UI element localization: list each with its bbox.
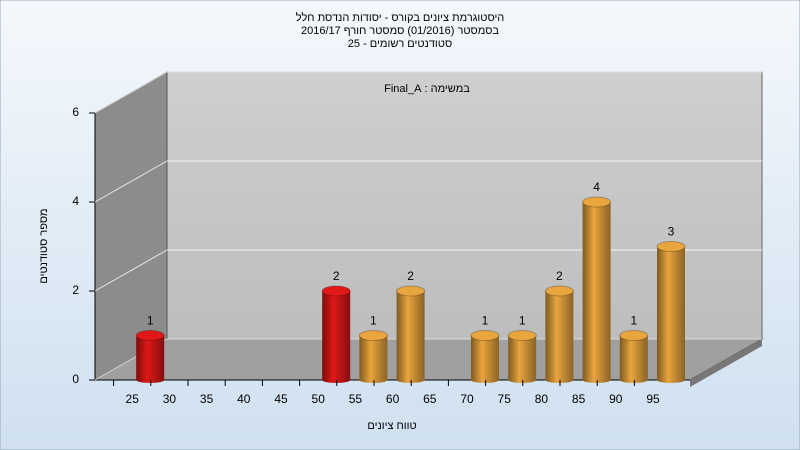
bar-cap xyxy=(582,196,612,208)
bar xyxy=(545,291,574,380)
value-label: 2 xyxy=(407,269,414,283)
bar-base xyxy=(471,377,499,383)
x-tick-label: 65 xyxy=(423,392,437,406)
bar xyxy=(471,335,499,380)
x-tick-label: 35 xyxy=(200,392,214,406)
x-tick-label: 80 xyxy=(535,392,549,406)
value-label: 1 xyxy=(147,314,154,328)
y-tick-label: 2 xyxy=(72,283,79,297)
value-label: 1 xyxy=(370,314,377,328)
x-tick-label: 45 xyxy=(274,392,288,406)
bar-cap xyxy=(135,330,165,341)
x-tick-label: 60 xyxy=(386,392,400,406)
bar xyxy=(657,246,685,380)
bar-cap xyxy=(544,285,574,297)
x-tick-label: 25 xyxy=(126,392,140,406)
bar-base xyxy=(582,377,611,383)
value-label: 3 xyxy=(668,225,675,239)
bar-cap xyxy=(507,330,537,341)
value-label: 1 xyxy=(482,314,489,328)
chart-title: סטודנטים רשומים - 25 xyxy=(348,38,452,50)
subtitle: במשימה : Final_A xyxy=(384,83,470,95)
bar-cap xyxy=(396,285,426,297)
x-tick-label: 55 xyxy=(349,392,363,406)
x-tick-label: 85 xyxy=(572,392,586,406)
x-tick-label: 50 xyxy=(312,392,326,406)
bar xyxy=(136,335,165,380)
bar-cap xyxy=(470,330,500,341)
y-tick-label: 4 xyxy=(72,194,79,208)
y-tick-label: 6 xyxy=(72,105,79,119)
x-axis-label: טווח ציונים xyxy=(367,420,416,432)
grid-line xyxy=(94,160,168,203)
y-tick-label: 0 xyxy=(72,372,79,386)
bar xyxy=(619,335,648,380)
bar xyxy=(396,291,425,380)
bar-cap xyxy=(321,285,351,297)
grid-line xyxy=(94,249,168,292)
x-tick-label: 40 xyxy=(237,392,251,406)
bar-base xyxy=(136,377,165,383)
value-label: 1 xyxy=(519,314,526,328)
x-tick-label: 70 xyxy=(460,392,474,406)
bar xyxy=(582,202,611,380)
value-label: 2 xyxy=(333,269,340,283)
value-label: 1 xyxy=(630,314,637,328)
bar-base xyxy=(396,377,425,383)
bar-cap xyxy=(358,330,388,341)
chart-title: היסטוגרמת ציונים בקורס - יסודות הנדסת חל… xyxy=(296,11,505,24)
x-tick-label: 95 xyxy=(646,392,660,406)
x-tick-label: 30 xyxy=(163,392,177,406)
bar-base xyxy=(508,377,537,383)
value-label: 4 xyxy=(593,180,600,194)
bar-cap xyxy=(619,330,649,341)
bar-base xyxy=(359,377,388,383)
bar-base xyxy=(545,377,574,383)
titles: היסטוגרמת ציונים בקורס - יסודות הנדסת חל… xyxy=(38,11,504,432)
bar xyxy=(359,335,388,380)
bar-base xyxy=(322,377,351,383)
value-label: 2 xyxy=(556,269,563,283)
bar-base xyxy=(619,377,648,383)
bar xyxy=(508,335,537,380)
x-tick-label: 90 xyxy=(609,392,623,406)
grid-line xyxy=(94,71,168,114)
chart-title: בסמסטר (01/2016) סמסטר חורף 2016/17 xyxy=(301,25,499,37)
floor-edge xyxy=(690,339,762,387)
bar-cap xyxy=(656,241,686,252)
y-axis-label: מספר סטודנטים xyxy=(38,208,50,283)
x-tick-label: 75 xyxy=(498,392,512,406)
bar-base xyxy=(657,377,685,383)
bar xyxy=(322,291,351,380)
